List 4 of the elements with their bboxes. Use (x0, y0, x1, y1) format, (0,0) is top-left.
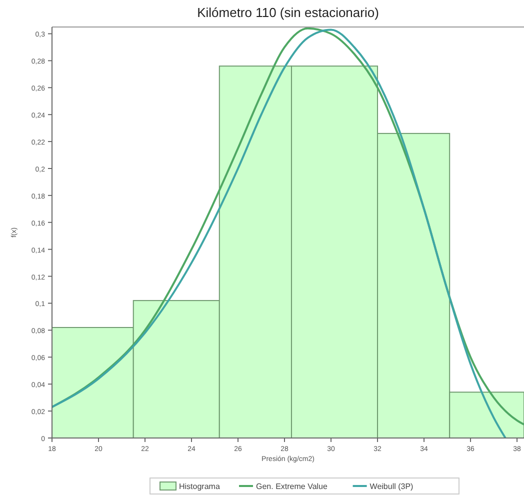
chart-title: Kilómetro 110 (sin estacionario) (197, 5, 379, 20)
legend-label: Gen. Extreme Value (256, 482, 328, 491)
legend-label: Weibull (3P) (370, 482, 414, 491)
legend-label: Histograma (179, 482, 220, 491)
